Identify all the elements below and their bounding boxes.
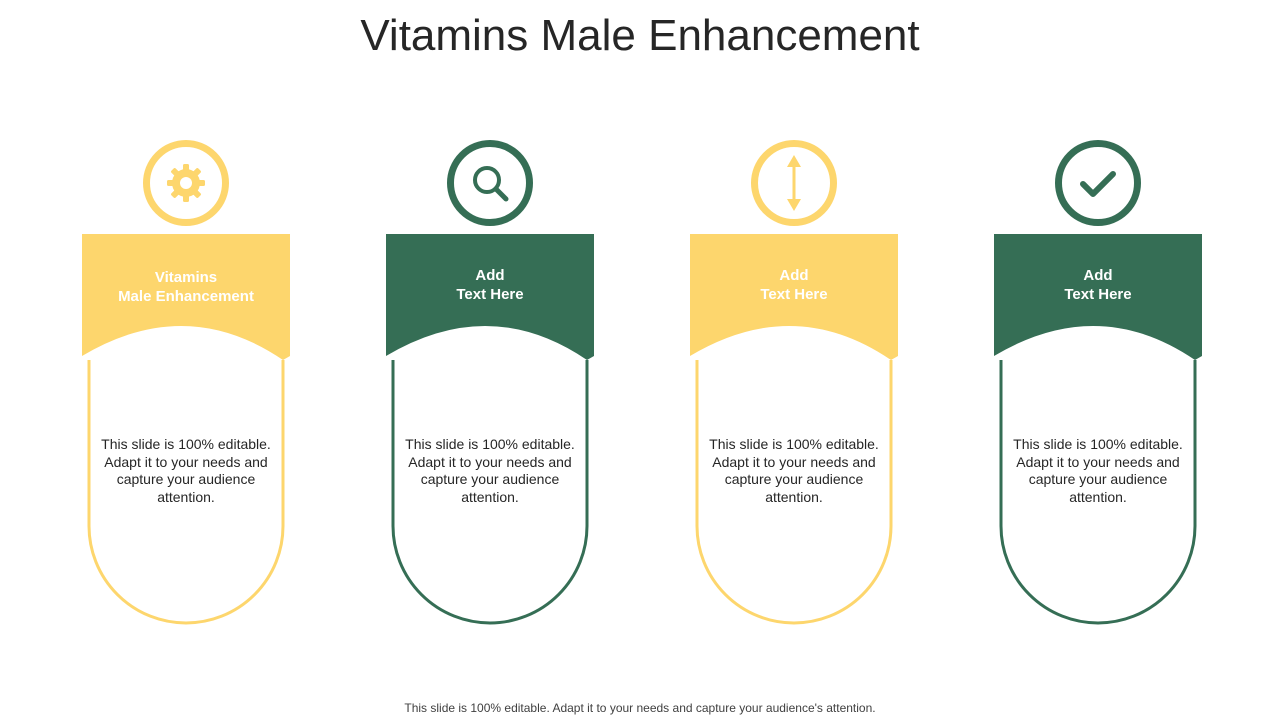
- card-heading: Add Text Here: [386, 266, 594, 304]
- card-body-outline: [391, 360, 589, 625]
- card-header: Add Text Here: [994, 234, 1202, 360]
- gear-icon: [167, 164, 205, 202]
- vertical-arrows-icon-ring: [751, 140, 837, 226]
- card-heading-line2: Text Here: [760, 286, 828, 303]
- checkmark-icon-ring: [1055, 140, 1141, 226]
- card-heading-line2: Text Here: [1064, 286, 1132, 303]
- card-body-outline: [695, 360, 893, 625]
- card-body-outline: [87, 360, 285, 625]
- card-body-text: This slide is 100% editable. Adapt it to…: [405, 436, 575, 505]
- card-body-text: This slide is 100% editable. Adapt it to…: [101, 436, 271, 505]
- card-3: Add Text Here This slide is 100% editabl…: [690, 140, 898, 630]
- checkmark-icon: [1080, 171, 1116, 197]
- card-header: Add Text Here: [690, 234, 898, 360]
- card-4: Add Text Here This slide is 100% editabl…: [994, 140, 1202, 630]
- magnifier-icon-ring: [447, 140, 533, 226]
- page-title: Vitamins Male Enhancement: [360, 11, 920, 60]
- gear-icon-ring: [143, 140, 229, 226]
- card-heading: Vitamins Male Enhancement: [82, 268, 290, 306]
- card-heading-line1: Add: [1083, 267, 1113, 284]
- vertical-arrows-icon: [787, 155, 801, 211]
- card-heading-line1: Add: [475, 267, 505, 284]
- card-heading-line2: Male Enhancement: [118, 288, 254, 305]
- magnifier-icon: [473, 166, 509, 202]
- card-1: Vitamins Male Enhancement This slide is …: [82, 140, 290, 630]
- card-heading: Add Text Here: [994, 266, 1202, 304]
- card-heading-line1: Vitamins: [154, 269, 218, 286]
- card-heading-line1: Add: [779, 267, 809, 284]
- card-body-outline: [999, 360, 1197, 625]
- card-body-text: This slide is 100% editable. Adapt it to…: [1013, 436, 1183, 505]
- card-body-text: This slide is 100% editable. Adapt it to…: [709, 436, 879, 505]
- footer-note: This slide is 100% editable. Adapt it to…: [404, 701, 876, 715]
- card-heading-line2: Text Here: [456, 286, 524, 303]
- card-heading: Add Text Here: [690, 266, 898, 304]
- card-header: Vitamins Male Enhancement: [82, 234, 290, 360]
- card-header: Add Text Here: [386, 234, 594, 360]
- card-2: Add Text Here This slide is 100% editabl…: [386, 140, 594, 630]
